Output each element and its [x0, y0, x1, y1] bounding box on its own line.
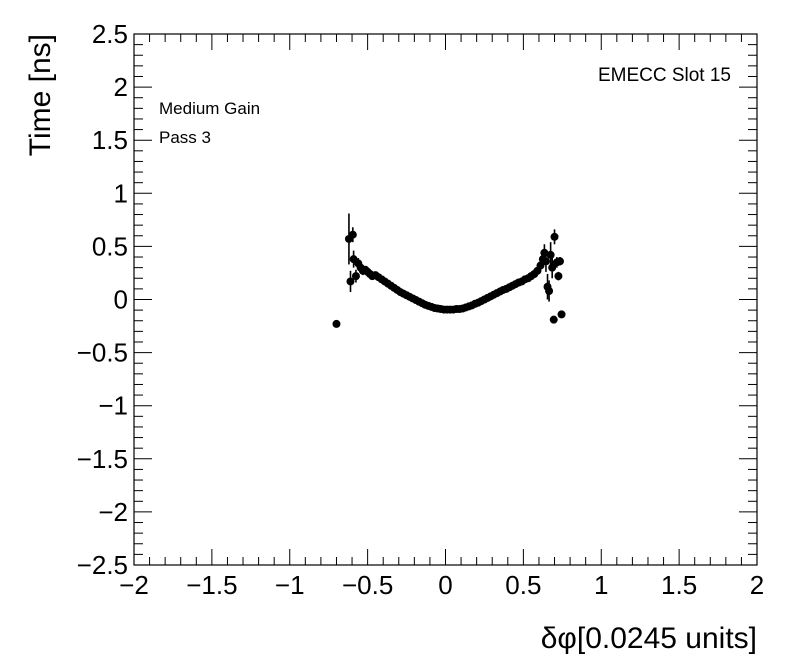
point-marker: [348, 230, 357, 239]
data-point: [555, 257, 564, 266]
y-tick-label: 2.5: [92, 19, 128, 49]
point-marker: [548, 263, 557, 272]
y-tick-label: −1: [98, 391, 128, 421]
x-axis-title: δφ[0.0245 units]: [541, 622, 757, 655]
point-marker: [545, 287, 554, 296]
data-point: [549, 315, 558, 324]
y-tick-label: −2.5: [77, 550, 128, 580]
x-tick-label: −0.5: [342, 570, 393, 600]
data-point: [550, 229, 559, 245]
annotation-gain-label: Medium Gain: [159, 99, 260, 118]
annotation-slot-label: EMECC Slot 15: [598, 65, 731, 86]
data-point: [541, 250, 550, 272]
data-point: [548, 257, 557, 279]
point-marker: [549, 315, 558, 324]
data-point: [557, 310, 566, 319]
data-point: [332, 319, 341, 328]
x-tick-label: −1.5: [186, 570, 237, 600]
data-point: [351, 269, 360, 283]
point-marker: [557, 310, 566, 319]
point-marker: [332, 319, 341, 328]
y-axis-title: Time [ns]: [24, 34, 57, 156]
y-tick-label: 1: [114, 178, 128, 208]
x-tick-label: 0.5: [505, 570, 541, 600]
axis-tick-labels: −2 −1.5 −1 −0.5 0 0.5 1 1.5 2−2.5−2−1.5−1−0.500.…: [77, 19, 765, 600]
data-points: [332, 213, 566, 328]
data-point: [348, 227, 357, 243]
data-point: [545, 280, 554, 302]
y-tick-label: 0.5: [92, 231, 128, 261]
x-tick-label: 1.5: [661, 570, 697, 600]
x-tick-label: 0: [438, 570, 452, 600]
x-tick-label: −1: [275, 570, 305, 600]
data-point: [546, 242, 555, 268]
y-tick-label: 1.5: [92, 125, 128, 155]
point-marker: [351, 272, 360, 281]
point-marker: [541, 257, 550, 266]
point-marker: [546, 250, 555, 259]
axis-ticks: [133, 33, 758, 566]
point-marker: [555, 257, 564, 266]
y-tick-label: −0.5: [77, 338, 128, 368]
point-marker: [346, 277, 355, 286]
plot-frame: [133, 33, 758, 566]
data-point: [554, 271, 563, 281]
y-tick-label: 0: [114, 285, 128, 315]
point-marker: [550, 232, 559, 241]
x-tick-label: 2: [750, 570, 764, 600]
y-tick-label: 2: [114, 72, 128, 102]
point-marker: [554, 272, 563, 281]
x-tick-label: 1: [594, 570, 608, 600]
x-tick-label: −2: [119, 570, 149, 600]
y-tick-label: −2: [98, 497, 128, 527]
y-tick-label: −1.5: [77, 444, 128, 474]
data-point: [346, 270, 355, 293]
annotation-pass-label: Pass 3: [159, 128, 211, 147]
